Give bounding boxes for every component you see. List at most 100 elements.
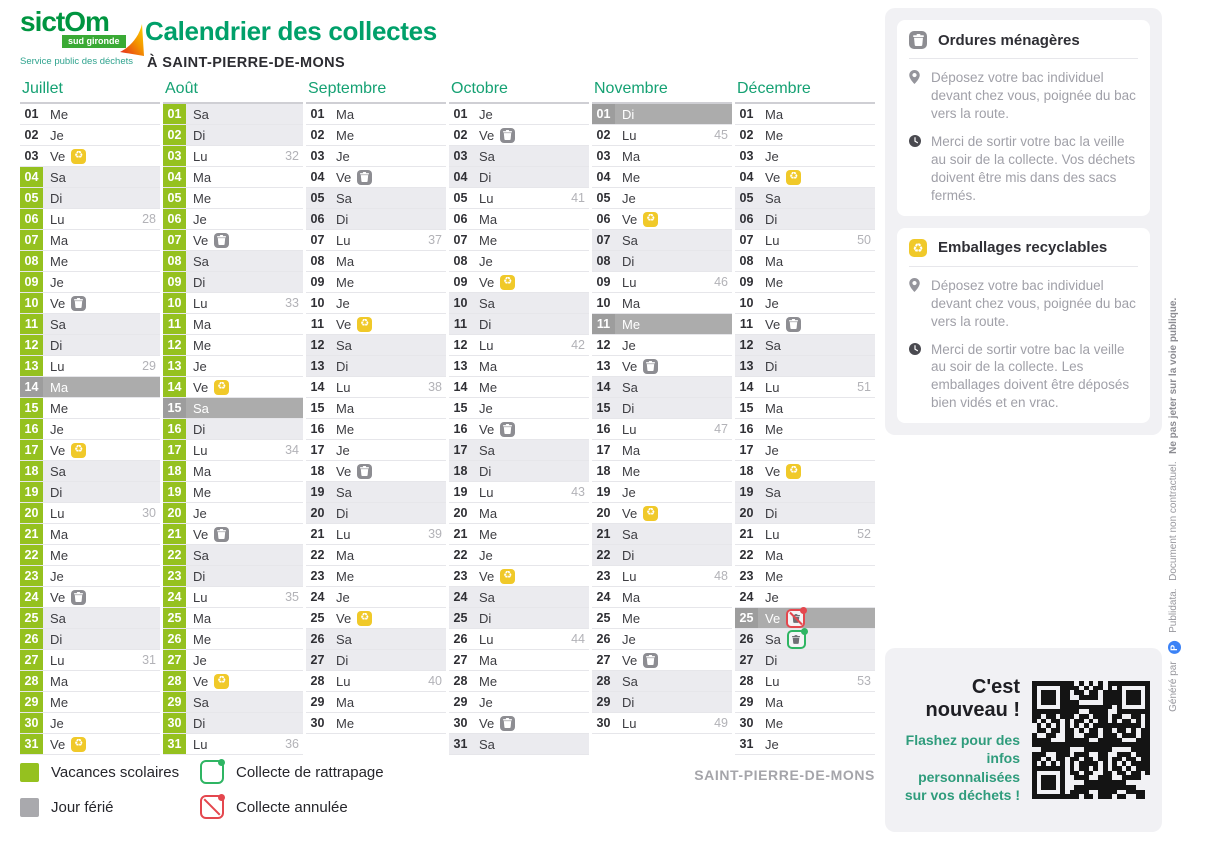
day-abbr: Di [336,211,349,227]
day-number: 05 [310,191,325,205]
day-abbr: Ma [479,652,498,668]
cancelled-collection-icon [200,794,225,819]
month-title: Octobre [451,80,508,97]
day-row: 18 Me [592,461,732,482]
week-number: 36 [285,737,299,751]
day-abbr: Di [193,715,206,731]
page-subtitle: À SAINT-PIERRE-DE-MONS [147,55,346,71]
day-number: 10 [163,293,186,313]
day-row: 20 Lu 30 [20,503,160,524]
day-abbr: Ve [50,148,66,164]
day-number: 13 [739,359,754,373]
day-row: 25 Ve ♻ [306,608,446,629]
day-number: 16 [310,422,325,436]
promo-panel: C'est nouveau ! Flashez pour des infos p… [885,648,1162,832]
day-row: 02 Lu 45 [592,125,732,146]
logo-tagline: Service public des déchets [20,56,134,67]
day-abbr: Me [765,274,784,290]
day-abbr: Ma [479,358,498,374]
clock-icon [909,341,922,413]
day-row: 14 Sa [592,377,732,398]
legend-item-cancelled: Collecte annulée [200,794,384,819]
day-row: 10 Ve [20,293,160,314]
day-row: 21 Lu 52 [735,524,875,545]
day-number: 22 [20,545,43,565]
day-abbr: Sa [479,589,495,605]
day-row: 13 Ma [449,356,589,377]
day-row: 14 Lu 51 [735,377,875,398]
day-row: 27 Di [735,650,875,671]
day-row: 22 Ma [735,545,875,566]
day-row: 01 Ma [306,104,446,125]
recycle-icon: ♻ [643,211,659,227]
day-abbr: Ma [193,316,212,332]
info-panel: Ordures ménagères Déposez votre bac indiv… [885,8,1162,436]
day-number: 22 [310,548,325,562]
day-number: 14 [310,380,325,394]
day-abbr: Lu [765,673,780,689]
day-abbr: Ve [50,442,66,458]
day-abbr: Sa [336,484,352,500]
day-row: 25 Di [449,608,589,629]
day-row: 19 Me [163,482,303,503]
week-number: 33 [285,296,299,310]
day-abbr: Ve [50,736,66,752]
day-number: 21 [163,524,186,544]
day-row: 08 Sa [163,251,303,272]
day-abbr: Sa [479,442,495,458]
legend: Vacances scolaires Jour férié Collecte de … [20,759,384,819]
day-number: 26 [596,632,611,646]
page-title: Calendrier des collectes [145,16,437,46]
day-abbr: Je [193,211,207,227]
day-row: 28 Ve ♻ [163,671,303,692]
week-number: 43 [571,485,585,499]
day-number: 20 [739,506,754,520]
day-abbr: Sa [479,295,495,311]
day-abbr: Di [50,631,63,647]
day-abbr: Je [765,736,779,752]
day-number: 17 [20,440,43,460]
day-row: 28 Ma [20,671,160,692]
day-abbr: Me [479,673,498,689]
day-row: 21 Me [449,524,589,545]
day-abbr: Lu [479,190,494,206]
day-abbr: Sa [765,337,781,353]
day-abbr: Sa [193,694,209,710]
recycle-icon: ♻ [357,610,373,626]
day-abbr: Lu [479,484,494,500]
day-row: 03 Sa [449,146,589,167]
day-row: 20 Di [306,503,446,524]
day-row: 10 Je [735,293,875,314]
info-card-header: Ordures ménagères [909,31,1138,59]
recycle-icon: ♻ [909,238,927,257]
day-number: 24 [20,587,43,607]
day-number: 01 [24,107,39,121]
month-novembre: Novembre 01 Di 02 Lu 45 03 Ma 04 Me 05 Je 06 Ve ♻ 07 Sa 0… [592,80,732,755]
day-abbr: Ve [336,610,352,626]
day-row: 11 Sa [20,314,160,335]
day-number: 08 [163,251,186,271]
day-abbr: Sa [622,379,638,395]
day-row: 10 Sa [449,293,589,314]
day-abbr: Me [193,337,212,353]
day-abbr: Di [50,337,63,353]
day-number: 23 [310,569,325,583]
day-abbr: Me [622,169,641,185]
day-abbr: Di [622,400,635,416]
day-row: 03 Ma [592,146,732,167]
day-abbr: Di [622,106,635,122]
day-abbr: Je [765,295,779,311]
info-bullet-text: Merci de sortir votre bac la veille au s… [931,133,1136,203]
day-abbr: Je [479,253,493,269]
day-number: 13 [453,359,468,373]
day-number: 09 [163,272,186,292]
day-number: 15 [596,401,611,415]
day-abbr: Ve [765,610,781,626]
day-row: 31 Lu 36 [163,734,303,755]
day-row: 07 Lu 50 [735,230,875,251]
day-number: 30 [20,713,43,733]
day-number: 15 [163,398,186,418]
recycle-icon: ♻ [643,505,659,521]
day-number: 19 [310,485,325,499]
day-abbr: Lu [50,211,65,227]
